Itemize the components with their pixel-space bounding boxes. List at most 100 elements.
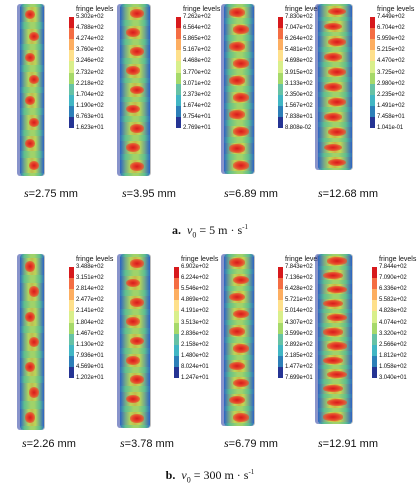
- fringe-legend: fringe levels 6.902e+02 6.224e+02 5.546e+0…: [174, 256, 226, 381]
- colorbar: [372, 267, 377, 379]
- legend-title: fringe levels: [377, 6, 415, 13]
- stress-hotspot: [229, 144, 245, 153]
- colorbar-swatch: [176, 116, 181, 129]
- colorbar-swatch: [278, 344, 283, 357]
- legend-tick-label: 4.569e+01: [76, 363, 104, 370]
- stress-hotspot: [24, 139, 36, 149]
- legend-tick-label: 1.567e+02: [285, 102, 313, 109]
- colorbar-swatch: [174, 333, 179, 346]
- stress-hotspot: [129, 9, 145, 18]
- tube-simulation: [318, 254, 352, 424]
- colorbar-swatch: [69, 355, 74, 368]
- legend-tick-label: 3.488e+02: [76, 264, 104, 270]
- colorbar-swatch: [370, 17, 375, 29]
- tube-simulation: [224, 254, 254, 426]
- colorbar-swatch: [176, 39, 181, 51]
- stress-hotspot: [129, 297, 145, 307]
- colorbar-swatch: [370, 50, 375, 62]
- colorbar-swatch: [69, 39, 74, 51]
- stress-hotspot: [327, 257, 347, 265]
- fringe-legend: fringe levels 7.449e+02 6.704e+02 5.959e+0…: [370, 6, 420, 131]
- legend-tick-label: 7.047e+02: [285, 25, 313, 32]
- stress-hotspot: [323, 22, 343, 31]
- colorbar: [69, 267, 74, 379]
- legend-tick-label: 6.264e+02: [285, 36, 313, 43]
- legend-tick-label: 7.843e+02: [285, 264, 313, 270]
- legend-tick-label: 2.892e+02: [285, 341, 313, 348]
- colorbar-swatch: [69, 311, 74, 323]
- colorbar-swatch: [69, 322, 74, 335]
- stress-hotspot: [129, 413, 145, 423]
- tube-simulation: [224, 4, 254, 174]
- tube-simulation: [318, 4, 352, 170]
- legend-tick-label: 1.491e+02: [377, 102, 405, 109]
- colorbar-swatch: [278, 333, 283, 346]
- colorbar-swatch: [370, 83, 375, 96]
- stress-hotspot: [327, 128, 347, 137]
- stress-hotspot: [24, 412, 36, 423]
- legend-tick-label: 1.190e+02: [76, 102, 104, 109]
- legend-tick-label: 9.754e+01: [183, 113, 211, 120]
- colorbar-swatch: [176, 83, 181, 96]
- legend-tick-label: 7.699e+01: [285, 375, 313, 381]
- legend-tick-label: 5.582e+02: [379, 297, 407, 304]
- s-value: =2.26 mm: [26, 438, 76, 450]
- colorbar-swatch: [278, 28, 283, 40]
- stress-hotspot: [24, 361, 36, 373]
- stress-hotspot: [24, 311, 36, 323]
- stress-hotspot: [28, 160, 40, 170]
- legend-tick-label: 4.698e+02: [285, 58, 313, 65]
- colorbar-swatch: [69, 28, 74, 40]
- stress-hotspot: [232, 413, 250, 422]
- caption-a: a. v0 = 5 m · s-1: [172, 223, 248, 240]
- stress-hotspot: [233, 93, 249, 102]
- stress-hotspot: [327, 7, 347, 16]
- colorbar-swatch: [174, 300, 179, 312]
- colorbar-swatch: [278, 355, 283, 368]
- legend-tick-label: 7.090e+02: [379, 275, 407, 282]
- panel-a4: fringe levels 7.449e+02 6.704e+02 5.959e+0…: [318, 2, 420, 200]
- stress-hotspot: [125, 104, 141, 114]
- legend-tick-label: 3.133e+02: [285, 80, 313, 87]
- stress-hotspot: [327, 158, 347, 167]
- legend-tick-label: 2.769e+01: [183, 125, 211, 131]
- colorbar-swatch: [69, 72, 74, 85]
- legend-tick-label: 3.246e+02: [76, 58, 104, 65]
- legend-tick-label: 1.041e-01: [377, 125, 404, 131]
- colorbar-swatch: [174, 355, 179, 368]
- legend-tick-label: 7.262e+02: [183, 14, 211, 20]
- stress-hotspot: [125, 28, 141, 38]
- s-value: =3.95 mm: [126, 188, 176, 200]
- legend-tick-label: 2.235e+02: [377, 91, 405, 98]
- legend-tick-label: 1.202e+01: [76, 375, 104, 381]
- caption-letter: a.: [172, 223, 182, 237]
- tube-simulation: [120, 4, 150, 176]
- colorbar-swatch: [278, 39, 283, 51]
- colorbar-swatch: [176, 17, 181, 29]
- colorbar-swatch: [278, 322, 283, 335]
- colorbar-swatch: [69, 344, 74, 357]
- colorbar: [278, 17, 283, 129]
- stress-hotspot: [323, 299, 343, 308]
- stress-hotspot: [327, 68, 347, 76]
- colorbar-swatch: [370, 94, 375, 107]
- row-b: fringe levels 3.488e+02 3.151e+02 2.814e+0…: [0, 252, 420, 450]
- s-value: =3.78 mm: [124, 438, 174, 450]
- stress-hotspot: [28, 117, 40, 127]
- stress-hotspot: [129, 375, 145, 385]
- stress-hotspot: [323, 384, 343, 393]
- legend-tick-label: 4.828e+02: [379, 308, 407, 315]
- colorbar-swatch: [69, 17, 74, 29]
- colorbar-swatch: [370, 116, 375, 129]
- colorbar: [174, 267, 179, 379]
- stress-hotspot: [233, 25, 249, 34]
- legend-tick-label: 4.468e+02: [183, 58, 211, 65]
- legend-tick-label: 4.470e+02: [377, 58, 405, 65]
- s-value-label: s=2.75 mm: [24, 186, 78, 200]
- stress-hotspot: [228, 292, 246, 302]
- legend-tick-label: 1.477e+02: [285, 363, 313, 370]
- stress-hotspot: [228, 258, 246, 267]
- colorbar-swatch: [176, 94, 181, 107]
- colorbar-swatch: [372, 344, 377, 357]
- colorbar: [176, 17, 181, 129]
